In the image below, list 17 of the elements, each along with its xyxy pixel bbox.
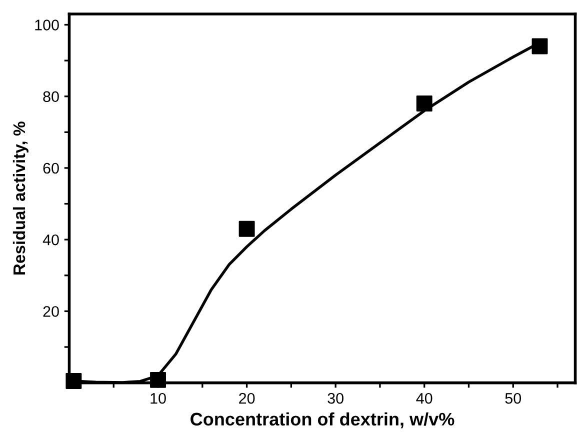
y-tick-label: 40 bbox=[42, 234, 59, 246]
y-axis-title: Residual activity, % bbox=[12, 122, 28, 274]
y-tick-label: 60 bbox=[43, 162, 59, 174]
x-tick-label: 40 bbox=[416, 392, 432, 404]
x-tick-label: 50 bbox=[505, 392, 522, 404]
y-tick-label: 20 bbox=[43, 306, 59, 317]
x-tick-label: 30 bbox=[328, 392, 344, 404]
point bbox=[150, 372, 166, 388]
y-tick-label: 80 bbox=[43, 91, 59, 102]
point bbox=[66, 373, 82, 389]
y-tick-label: 100 bbox=[35, 20, 59, 30]
x-axis-title: Concentration of dextrin, w/v% bbox=[190, 412, 454, 428]
x-tick-label: 20 bbox=[239, 392, 255, 404]
point bbox=[238, 220, 255, 237]
x-tick-label: 10 bbox=[150, 392, 166, 404]
point bbox=[532, 38, 548, 54]
point bbox=[416, 96, 432, 112]
